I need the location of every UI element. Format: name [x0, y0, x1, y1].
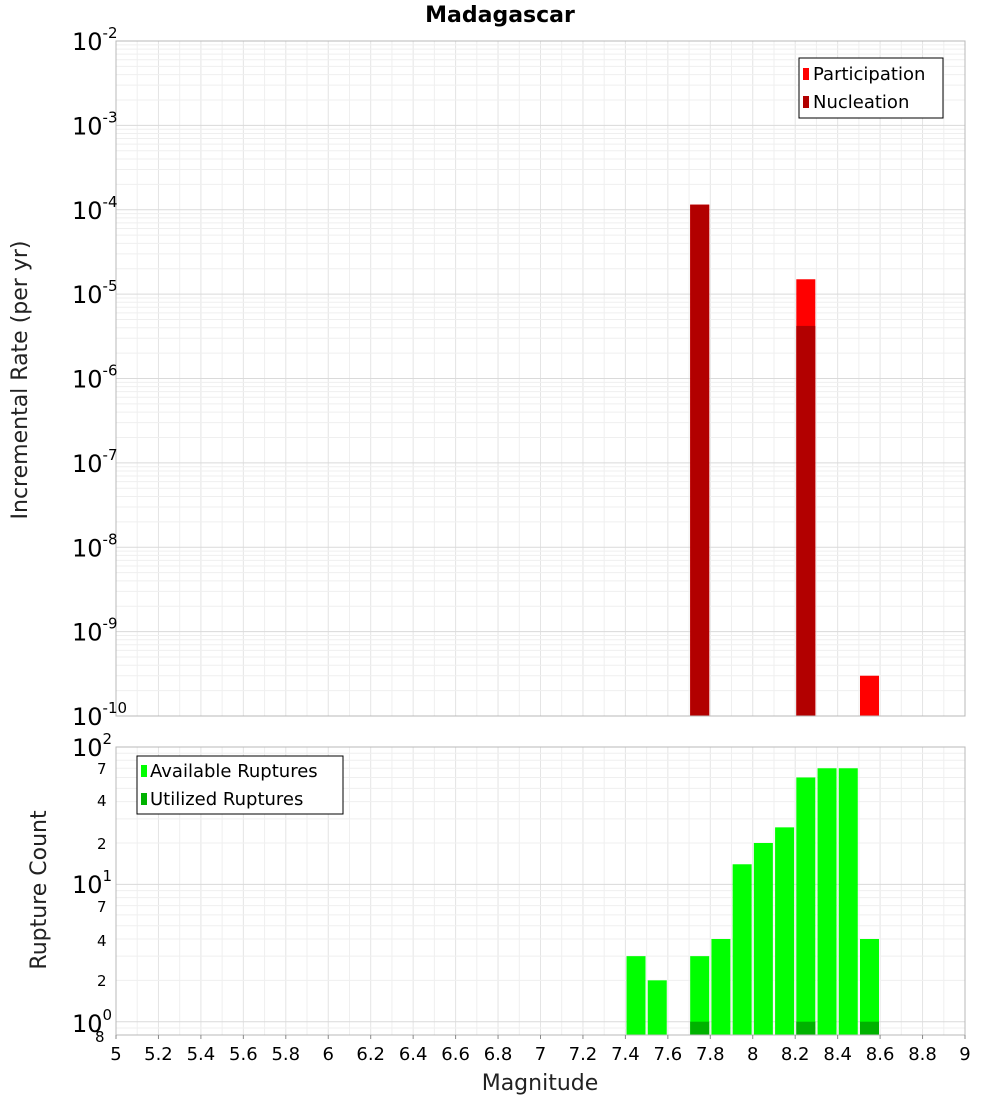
- available-ruptures-bar: [690, 956, 710, 1035]
- bottom-legend: Available Ruptures Utilized Ruptures: [136, 755, 344, 815]
- top-y-tick-label: 10-6: [72, 362, 118, 394]
- x-tick-label: 8: [747, 1044, 758, 1065]
- top-y-tick-label: 10-7: [72, 446, 118, 478]
- x-tick-label: 6.8: [484, 1044, 513, 1065]
- top-y-tick-label: 10-4: [72, 193, 118, 225]
- x-tick-label: 8.4: [823, 1044, 852, 1065]
- x-tick-label: 7: [535, 1044, 546, 1065]
- top-y-axis-label: Incremental Rate (per yr): [8, 241, 33, 520]
- top-y-tick-label: 10-9: [72, 615, 118, 647]
- x-tick-label: 6.2: [356, 1044, 385, 1065]
- x-tick-label: 8.2: [781, 1044, 810, 1065]
- top-plot-frame: [115, 40, 966, 717]
- available-ruptures-bar: [626, 956, 646, 1035]
- top-plot: 10-10 10-9 10-8 10-7 10-6 10-5 10-4 10-3 10-2 Par…: [72, 24, 966, 731]
- top-legend: Participation Nucleation: [798, 57, 944, 119]
- bottom-y-tick-minor-label: 2: [97, 835, 107, 853]
- legend-swatch-utilized-ruptures: [141, 793, 147, 805]
- top-y-tick-label: 10-2: [72, 24, 118, 56]
- legend-swatch-available-ruptures: [141, 765, 147, 777]
- x-tick-label: 8.6: [866, 1044, 895, 1065]
- bottom-y-tick-minor-label: 8: [95, 1028, 105, 1046]
- available-ruptures-bar: [796, 777, 816, 1035]
- bottom-y-tick-minor-label: 7: [97, 760, 107, 778]
- available-ruptures-bar: [732, 864, 752, 1035]
- x-tick-label: 7.6: [654, 1044, 683, 1065]
- available-ruptures-bar: [647, 980, 667, 1035]
- available-ruptures-bar: [711, 939, 731, 1035]
- available-ruptures-bar: [817, 768, 837, 1035]
- utilized-ruptures-bar: [859, 1021, 879, 1035]
- x-tick-label: 5.4: [187, 1044, 216, 1065]
- utilized-ruptures-bar: [796, 1021, 816, 1035]
- x-tick-label: 7.2: [569, 1044, 598, 1065]
- bottom-y-tick-minor-label: 4: [97, 792, 107, 810]
- x-tick-label: 6.6: [441, 1044, 470, 1065]
- legend-swatch-nucleation: [803, 96, 809, 108]
- x-tick-label: 5.6: [229, 1044, 258, 1065]
- participation-bar: [859, 675, 879, 716]
- bottom-y-tick-label: 101: [72, 867, 112, 899]
- x-tick-label: 8.8: [908, 1044, 937, 1065]
- bottom-y-tick-minor-label: 2: [97, 972, 107, 990]
- available-ruptures-bar: [775, 827, 795, 1035]
- bottom-y-tick-minor-label: 7: [97, 898, 107, 916]
- bottom-y-tick-label: 100: [72, 1006, 112, 1038]
- top-legend-box: [798, 57, 944, 119]
- top-y-tick-label: 10-10: [72, 699, 127, 731]
- x-tick-label: 7.8: [696, 1044, 725, 1065]
- available-ruptures-bar: [859, 939, 879, 1035]
- bottom-y-tick-minor-label: 4: [97, 932, 107, 950]
- legend-label-nucleation: Nucleation: [813, 92, 909, 113]
- top-y-tick-label: 10-8: [72, 530, 118, 562]
- nucleation-bar: [796, 325, 816, 716]
- legend-label-available-ruptures: Available Ruptures: [150, 761, 318, 782]
- x-tick-label: 5: [110, 1044, 121, 1065]
- x-tick-label: 7.4: [611, 1044, 640, 1065]
- x-axis-label: Magnitude: [482, 1071, 599, 1096]
- nucleation-bar: [690, 204, 710, 717]
- available-ruptures-bar: [753, 843, 773, 1035]
- top-grid: [115, 41, 966, 717]
- legend-label-participation: Participation: [813, 64, 925, 85]
- top-y-tick-label: 10-3: [72, 108, 118, 140]
- x-tick-label: 9: [959, 1044, 970, 1065]
- x-tick-label: 5.2: [144, 1044, 173, 1065]
- chart-title: Madagascar: [425, 3, 575, 28]
- available-ruptures-bar: [838, 768, 858, 1035]
- x-tick-label: 5.8: [271, 1044, 300, 1065]
- bottom-y-tick-label: 102: [72, 730, 112, 762]
- utilized-ruptures-bar: [690, 1021, 710, 1035]
- bottom-y-axis-label: Rupture Count: [27, 810, 52, 970]
- x-tick-label: 6: [323, 1044, 334, 1065]
- top-y-tick-label: 10-5: [72, 277, 118, 309]
- legend-label-utilized-ruptures: Utilized Ruptures: [150, 789, 303, 810]
- bottom-legend-box: [136, 755, 344, 815]
- legend-swatch-participation: [803, 68, 809, 80]
- x-tick-label: 6.4: [399, 1044, 428, 1065]
